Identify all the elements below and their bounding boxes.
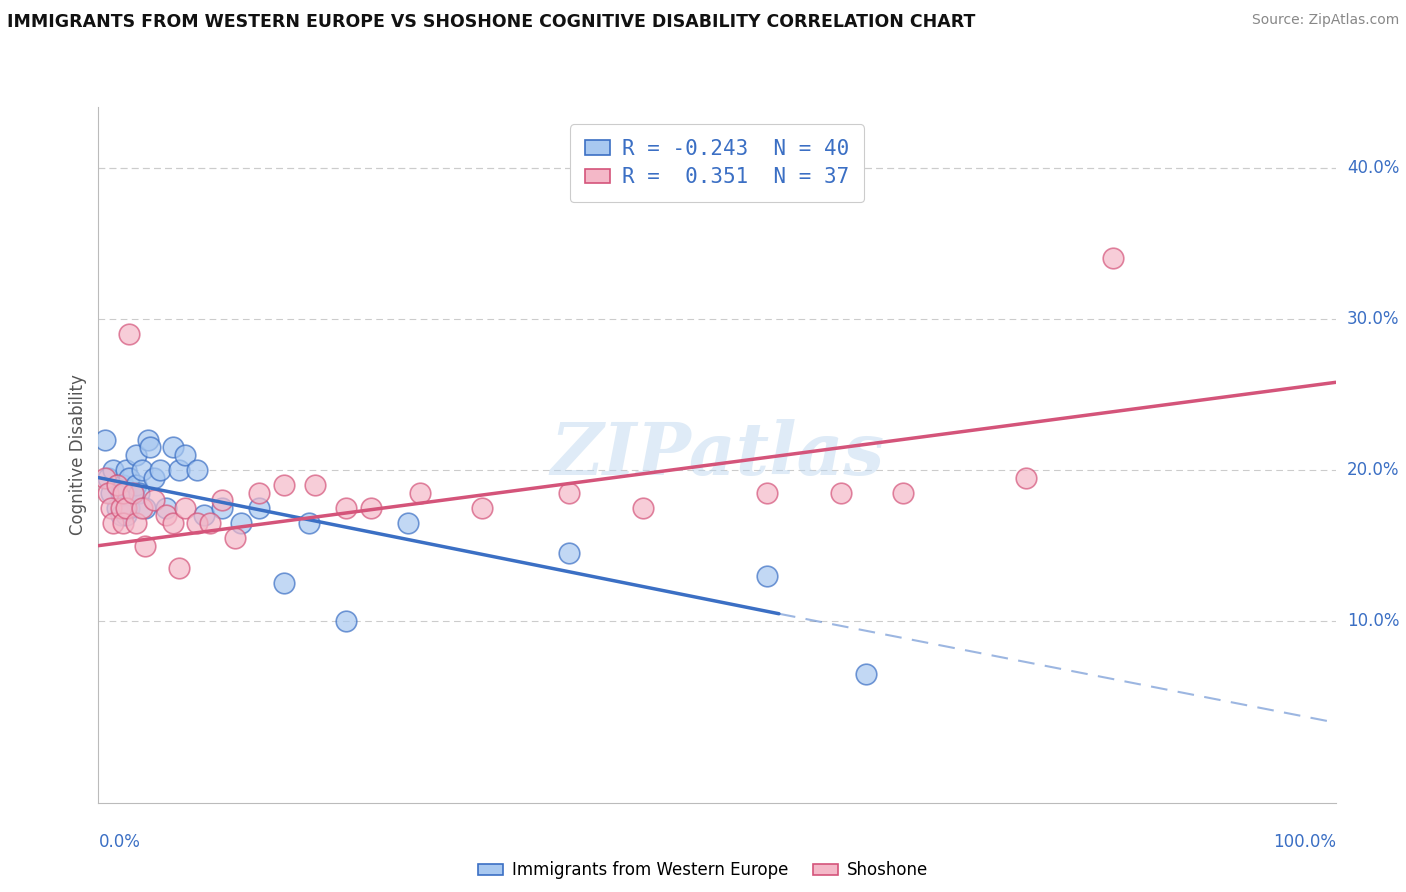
Point: [103, 463, 125, 477]
Point: [118, 500, 141, 515]
Point: [110, 485, 132, 500]
Point: [631, 500, 654, 515]
Point: [155, 508, 177, 523]
Point: [1015, 470, 1038, 484]
Point: [335, 500, 357, 515]
Point: [118, 470, 141, 484]
Text: 10.0%: 10.0%: [1347, 612, 1399, 631]
Point: [114, 463, 136, 477]
Point: [247, 500, 270, 515]
Point: [112, 516, 135, 530]
Point: [131, 463, 153, 477]
Point: [134, 500, 156, 515]
Point: [105, 478, 128, 492]
Point: [105, 500, 128, 515]
Text: IMMIGRANTS FROM WESTERN EUROPE VS SHOSHONE COGNITIVE DISABILITY CORRELATION CHAR: IMMIGRANTS FROM WESTERN EUROPE VS SHOSHO…: [7, 13, 976, 31]
Text: Source: ZipAtlas.com: Source: ZipAtlas.com: [1251, 13, 1399, 28]
Point: [134, 539, 156, 553]
Point: [162, 516, 184, 530]
Point: [755, 569, 778, 583]
Point: [830, 485, 852, 500]
Point: [93, 433, 115, 447]
Point: [97, 485, 120, 500]
Point: [247, 485, 270, 500]
Point: [755, 485, 778, 500]
Point: [136, 433, 159, 447]
Point: [105, 478, 128, 492]
Point: [557, 485, 579, 500]
Point: [97, 470, 120, 484]
Point: [1102, 252, 1125, 266]
Point: [198, 516, 221, 530]
Point: [174, 500, 197, 515]
Point: [162, 441, 184, 455]
Point: [891, 485, 914, 500]
Point: [396, 516, 419, 530]
Point: [112, 485, 135, 500]
Point: [100, 500, 122, 515]
Text: 100.0%: 100.0%: [1272, 833, 1336, 851]
Point: [143, 470, 166, 484]
Point: [471, 500, 494, 515]
Text: 40.0%: 40.0%: [1347, 159, 1399, 177]
Point: [273, 576, 295, 591]
Point: [155, 500, 177, 515]
Point: [273, 478, 295, 492]
Text: 20.0%: 20.0%: [1347, 461, 1399, 479]
Point: [167, 463, 190, 477]
Point: [186, 516, 208, 530]
Point: [224, 531, 246, 545]
Point: [167, 561, 190, 575]
Text: 30.0%: 30.0%: [1347, 310, 1399, 327]
Point: [114, 508, 136, 523]
Legend: Immigrants from Western Europe, Shoshone: Immigrants from Western Europe, Shoshone: [478, 861, 928, 880]
Point: [114, 485, 136, 500]
Point: [186, 463, 208, 477]
Point: [110, 500, 132, 515]
Point: [118, 326, 141, 341]
Text: ZIPatlas: ZIPatlas: [550, 419, 884, 491]
Point: [149, 463, 172, 477]
Point: [100, 485, 122, 500]
Point: [211, 493, 233, 508]
Point: [855, 667, 877, 681]
Point: [557, 546, 579, 560]
Point: [128, 485, 150, 500]
Point: [304, 478, 326, 492]
Point: [298, 516, 321, 530]
Point: [114, 500, 136, 515]
Point: [143, 493, 166, 508]
Point: [139, 441, 162, 455]
Point: [360, 500, 382, 515]
Point: [93, 470, 115, 484]
Legend: R = -0.243  N = 40, R =  0.351  N = 37: R = -0.243 N = 40, R = 0.351 N = 37: [569, 124, 865, 202]
Point: [124, 448, 146, 462]
Text: 0.0%: 0.0%: [98, 833, 141, 851]
Point: [211, 500, 233, 515]
Point: [122, 485, 145, 500]
Point: [110, 508, 132, 523]
Point: [103, 516, 125, 530]
Point: [122, 485, 145, 500]
Y-axis label: Cognitive Disability: Cognitive Disability: [69, 375, 87, 535]
Point: [409, 485, 432, 500]
Point: [112, 478, 135, 492]
Point: [193, 508, 215, 523]
Point: [131, 500, 153, 515]
Point: [335, 615, 357, 629]
Point: [124, 516, 146, 530]
Point: [174, 448, 197, 462]
Point: [124, 478, 146, 492]
Point: [229, 516, 252, 530]
